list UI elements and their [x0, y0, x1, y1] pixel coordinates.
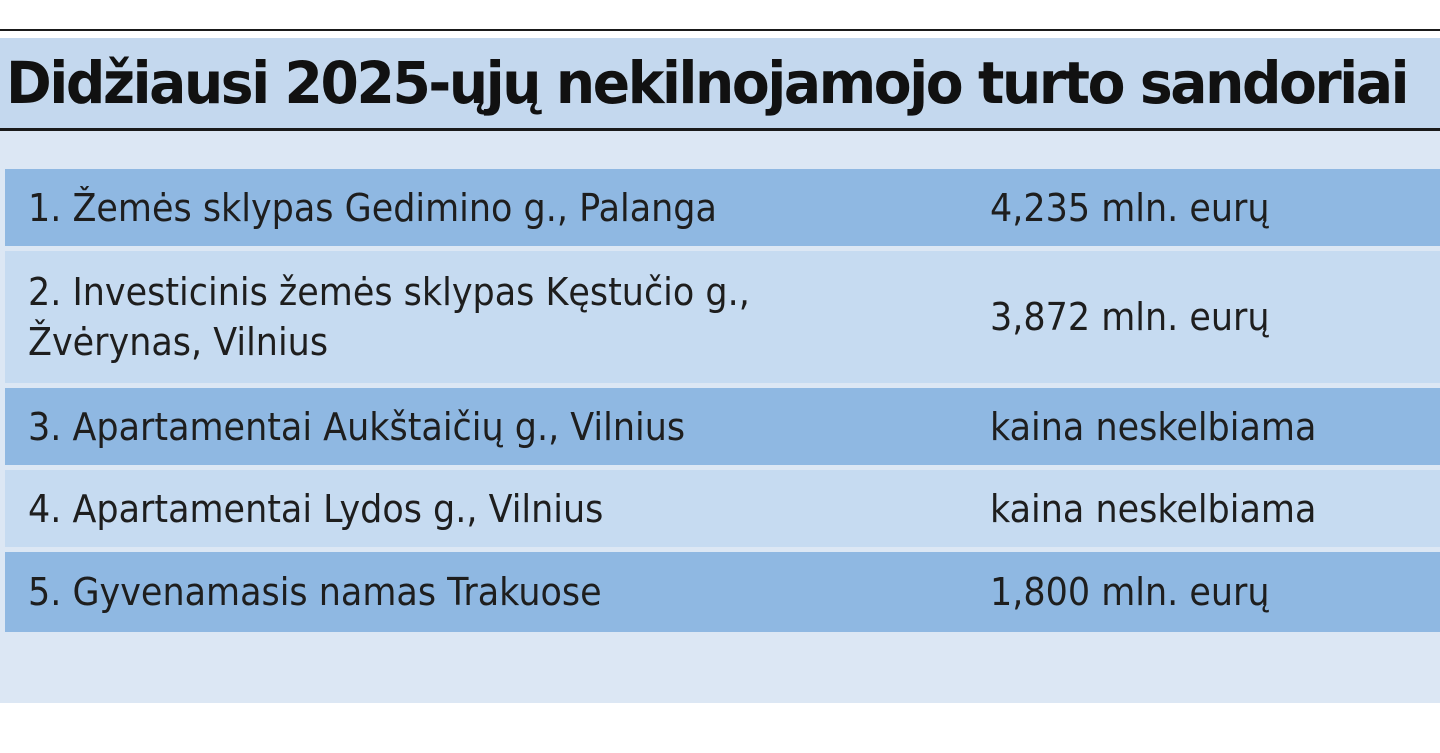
deal-price: kaina neskelbiama	[990, 404, 1317, 449]
deal-name: 5. Gyvenamasis namas Trakuose	[28, 570, 602, 614]
deal-price: 1,800 mln. eurų	[990, 570, 1270, 614]
deal-name: 1. Žemės sklypas Gedimino g., Palanga	[28, 185, 717, 230]
title-bar: Didžiausi 2025-ųjų nekilnojamojo turto s…	[0, 38, 1440, 131]
top-rule	[0, 29, 1440, 31]
table-row: 3. Apartamentai Aukštaičių g., Vilnius k…	[5, 388, 1440, 470]
deal-name: 4. Apartamentai Lydos g., Vilnius	[28, 486, 604, 531]
deal-name: 3. Apartamentai Aukštaičių g., Vilnius	[28, 404, 686, 449]
deals-table: 1. Žemės sklypas Gedimino g., Palanga 4,…	[5, 169, 1440, 632]
table-row: 1. Žemės sklypas Gedimino g., Palanga 4,…	[5, 169, 1440, 251]
table-title: Didžiausi 2025-ųjų nekilnojamojo turto s…	[6, 49, 1410, 117]
deal-price: kaina neskelbiama	[990, 486, 1317, 531]
deal-price: 4,235 mln. eurų	[990, 185, 1270, 230]
table-row: 2. Investicinis žemės sklypas Kęstučio g…	[5, 251, 1440, 388]
table-row: 5. Gyvenamasis namas Trakuose 1,800 mln.…	[5, 552, 1440, 632]
table-row: 4. Apartamentai Lydos g., Vilnius kaina …	[5, 470, 1440, 552]
deal-price: 3,872 mln. eurų	[990, 295, 1270, 339]
deal-name: 2. Investicinis žemės sklypas Kęstučio g…	[28, 270, 750, 364]
